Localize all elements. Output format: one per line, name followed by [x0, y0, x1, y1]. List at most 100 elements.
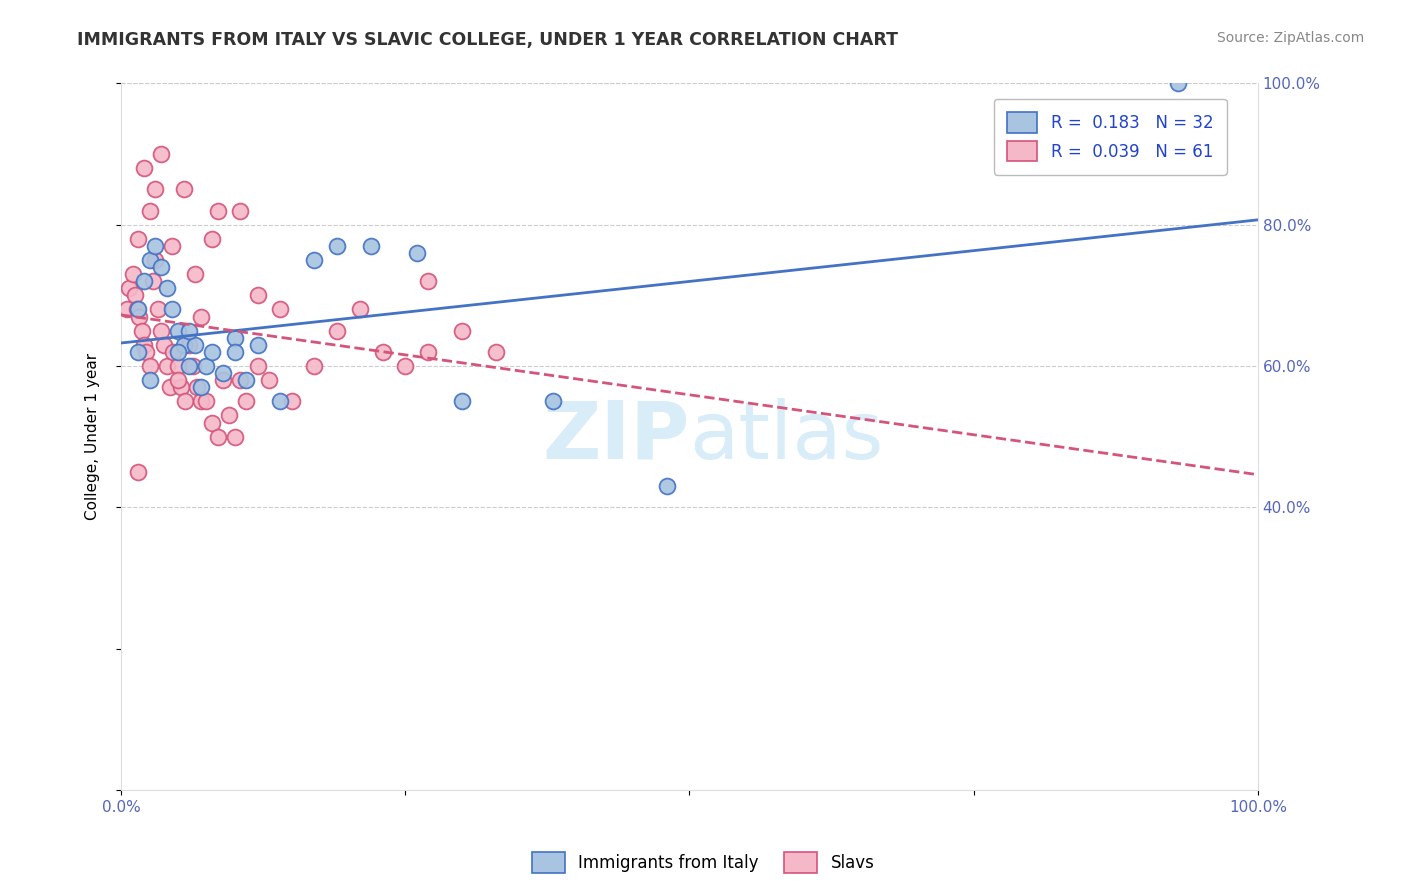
- Point: [135, 344, 157, 359]
- Point: [127, 232, 149, 246]
- Point: [179, 324, 201, 338]
- Point: [143, 239, 166, 253]
- Text: Source: ZipAtlas.com: Source: ZipAtlas.com: [1216, 31, 1364, 45]
- Point: [167, 344, 190, 359]
- Point: [212, 366, 235, 380]
- Point: [179, 338, 201, 352]
- Point: [218, 409, 240, 423]
- Point: [269, 394, 291, 409]
- Point: [349, 302, 371, 317]
- Point: [246, 359, 269, 373]
- Point: [162, 344, 184, 359]
- Point: [167, 324, 190, 338]
- Point: [304, 253, 326, 268]
- Point: [246, 288, 269, 302]
- Point: [451, 394, 474, 409]
- Point: [149, 324, 172, 338]
- Point: [132, 338, 155, 352]
- Text: atlas: atlas: [689, 398, 884, 475]
- Point: [280, 394, 302, 409]
- Point: [124, 288, 146, 302]
- Legend: Immigrants from Italy, Slavs: Immigrants from Italy, Slavs: [524, 846, 882, 880]
- Point: [167, 359, 190, 373]
- Point: [201, 344, 224, 359]
- Point: [207, 203, 229, 218]
- Point: [138, 373, 160, 387]
- Point: [149, 260, 172, 274]
- Point: [155, 281, 177, 295]
- Point: [416, 344, 439, 359]
- Point: [121, 267, 143, 281]
- Point: [201, 416, 224, 430]
- Point: [159, 380, 181, 394]
- Point: [142, 274, 165, 288]
- Point: [179, 359, 201, 373]
- Point: [149, 147, 172, 161]
- Point: [269, 302, 291, 317]
- Point: [304, 359, 326, 373]
- Point: [326, 239, 349, 253]
- Point: [405, 246, 427, 260]
- Point: [371, 344, 394, 359]
- Point: [207, 430, 229, 444]
- Point: [184, 267, 207, 281]
- Point: [173, 182, 195, 196]
- Point: [190, 310, 212, 324]
- Point: [655, 479, 678, 493]
- Point: [360, 239, 382, 253]
- Point: [138, 359, 160, 373]
- Point: [173, 394, 195, 409]
- Point: [153, 338, 176, 352]
- Point: [451, 324, 474, 338]
- Point: [235, 373, 257, 387]
- Point: [146, 302, 169, 317]
- Point: [143, 253, 166, 268]
- Point: [155, 359, 177, 373]
- Point: [127, 302, 149, 317]
- Legend: R =  0.183   N = 32, R =  0.039   N = 61: R = 0.183 N = 32, R = 0.039 N = 61: [994, 99, 1227, 175]
- Point: [143, 182, 166, 196]
- Text: IMMIGRANTS FROM ITALY VS SLAVIC COLLEGE, UNDER 1 YEAR CORRELATION CHART: IMMIGRANTS FROM ITALY VS SLAVIC COLLEGE,…: [77, 31, 898, 49]
- Point: [224, 344, 246, 359]
- Point: [485, 344, 508, 359]
- Point: [173, 338, 195, 352]
- Point: [195, 359, 218, 373]
- Point: [162, 302, 184, 317]
- Point: [195, 394, 218, 409]
- Point: [162, 239, 184, 253]
- Point: [132, 161, 155, 176]
- Point: [125, 302, 148, 317]
- Point: [326, 324, 349, 338]
- Point: [131, 324, 153, 338]
- Point: [138, 203, 160, 218]
- Point: [246, 338, 269, 352]
- Point: [127, 465, 149, 479]
- Point: [201, 232, 224, 246]
- Point: [118, 281, 141, 295]
- Point: [184, 338, 207, 352]
- Point: [224, 331, 246, 345]
- Point: [167, 373, 190, 387]
- Point: [186, 380, 208, 394]
- Point: [132, 274, 155, 288]
- Point: [138, 253, 160, 268]
- Point: [229, 203, 252, 218]
- Point: [115, 302, 138, 317]
- Point: [229, 373, 252, 387]
- Point: [127, 344, 149, 359]
- Point: [257, 373, 280, 387]
- Point: [128, 310, 150, 324]
- Point: [224, 430, 246, 444]
- Point: [170, 380, 193, 394]
- Y-axis label: College, Under 1 year: College, Under 1 year: [86, 353, 100, 520]
- Point: [181, 359, 204, 373]
- Point: [394, 359, 416, 373]
- Point: [212, 373, 235, 387]
- Point: [190, 394, 212, 409]
- Text: ZIP: ZIP: [543, 398, 689, 475]
- Point: [416, 274, 439, 288]
- Point: [541, 394, 564, 409]
- Point: [1167, 77, 1189, 91]
- Point: [235, 394, 257, 409]
- Point: [190, 380, 212, 394]
